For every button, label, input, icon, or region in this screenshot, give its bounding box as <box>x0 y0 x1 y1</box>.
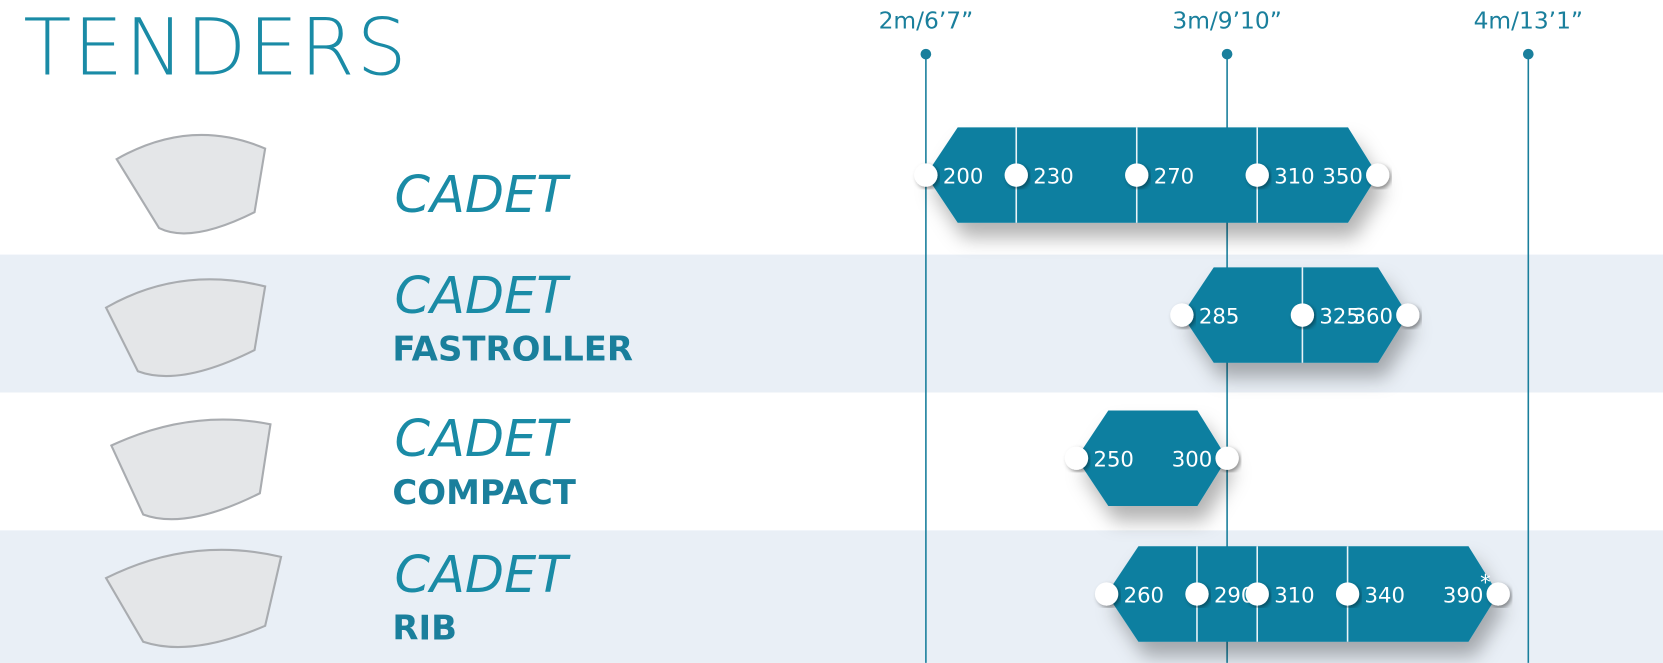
size-dot <box>1246 163 1269 186</box>
size-dot <box>1170 303 1193 326</box>
size-dot <box>1215 447 1238 470</box>
model-name: CADET <box>395 410 572 469</box>
tick-dot <box>921 49 932 60</box>
size-label: 310 <box>1274 165 1314 190</box>
model-name: CADET <box>395 546 572 605</box>
size-dot <box>1366 163 1389 186</box>
tick-dot <box>1523 49 1534 60</box>
tick-dot <box>1222 49 1233 60</box>
size-dot <box>1095 582 1118 605</box>
size-label: 300 <box>1172 448 1212 473</box>
size-dot <box>1065 447 1088 470</box>
size-dot <box>1291 303 1314 326</box>
boat-image <box>117 135 265 233</box>
model-variant: COMPACT <box>392 474 576 513</box>
model-variant: FASTROLLER <box>392 331 633 370</box>
size-label: 340 <box>1365 583 1405 608</box>
size-dot <box>1185 582 1208 605</box>
size-dot <box>914 163 937 186</box>
model-name: CADET <box>395 166 572 225</box>
tick-label: 4m/13’1” <box>1474 7 1583 35</box>
size-label: 350 <box>1322 165 1362 190</box>
infographic: TENDERS 2m/6’7” 3m/9’10” 4m/13’1” CADET 200 2… <box>0 0 1663 663</box>
size-label: 230 <box>1033 165 1073 190</box>
size-label: 200 <box>943 165 983 190</box>
size-dot <box>1396 303 1419 326</box>
size-label: 270 <box>1154 165 1194 190</box>
size-label: 360 <box>1352 305 1392 330</box>
size-dot <box>1336 582 1359 605</box>
model-variant: RIB <box>392 610 457 649</box>
model-name: CADET <box>395 267 572 326</box>
size-label: 250 <box>1093 448 1133 473</box>
size-dot <box>1125 163 1148 186</box>
boat-image <box>111 420 270 520</box>
size-label: 285 <box>1199 305 1239 330</box>
size-dot <box>1005 163 1028 186</box>
size-label: 310 <box>1274 583 1314 608</box>
size-label: 390 <box>1443 583 1483 608</box>
size-dot <box>1246 582 1269 605</box>
title: TENDERS <box>23 1 408 93</box>
size-label: 260 <box>1124 583 1164 608</box>
tick-label: 3m/9’10” <box>1172 7 1281 35</box>
size-note: * <box>1480 571 1491 596</box>
tick-label: 2m/6’7” <box>879 7 974 35</box>
page: TENDERS 2m/6’7” 3m/9’10” 4m/13’1” CADET 200 2… <box>0 0 1663 663</box>
